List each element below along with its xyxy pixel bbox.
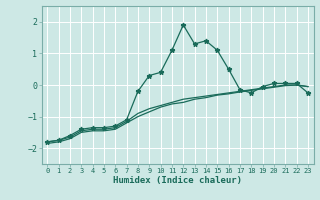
- X-axis label: Humidex (Indice chaleur): Humidex (Indice chaleur): [113, 176, 242, 185]
